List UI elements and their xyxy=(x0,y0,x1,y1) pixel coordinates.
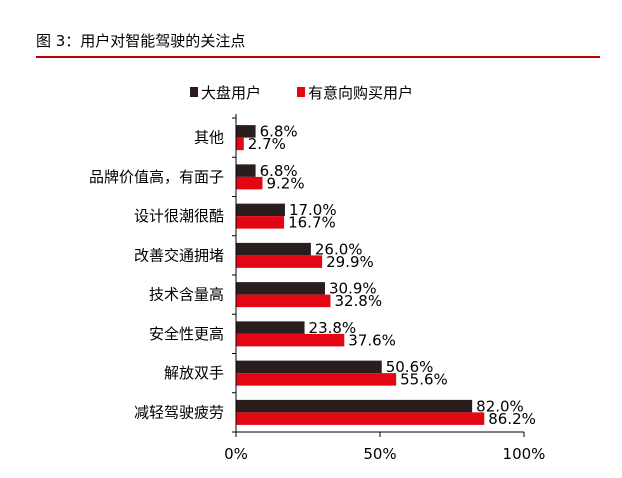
value-label-s2-7: 55.6% xyxy=(400,371,448,389)
value-label-s1-3: 17.0% xyxy=(289,201,337,219)
bar-s2-2 xyxy=(236,176,263,190)
bar-s2-5 xyxy=(236,294,331,308)
bar-s1-8 xyxy=(236,399,473,413)
legend: 大盘用户 有意向购买用户 xyxy=(190,84,413,102)
bar-s2-8 xyxy=(236,412,485,425)
x-tick-label-2: 50% xyxy=(363,445,396,463)
axes: 0% 50% 100% xyxy=(224,114,545,463)
bar-s1-6 xyxy=(236,321,305,334)
value-label-s1-8: 82.0% xyxy=(476,397,524,415)
value-labels: 6.8%2.7%6.8%9.2%17.0%16.7%26.0%29.9%30.9… xyxy=(248,123,536,428)
title-rule xyxy=(36,56,600,58)
bar-s1-3 xyxy=(236,203,285,217)
category-label-7: 解放双手 xyxy=(164,364,224,382)
bar-s2-4 xyxy=(236,255,323,268)
bar-s2-3 xyxy=(236,216,285,229)
bar-s2-6 xyxy=(236,333,345,347)
bar-s2-1 xyxy=(236,137,244,151)
value-label-s2-5: 32.8% xyxy=(334,292,382,310)
legend-swatch-1 xyxy=(190,87,198,97)
value-label-s1-4: 26.0% xyxy=(315,240,363,258)
bar-s1-2 xyxy=(236,164,256,177)
category-label-2: 品牌价值高，有面子 xyxy=(89,168,224,186)
bars-layer xyxy=(236,125,485,425)
value-label-s1-6: 23.8% xyxy=(309,319,357,337)
value-label-s1-2: 6.8% xyxy=(260,162,298,180)
value-label-s2-3: 16.7% xyxy=(288,214,336,232)
value-label-s2-8: 86.2% xyxy=(488,410,536,428)
legend-label-1: 大盘用户 xyxy=(201,84,261,102)
bar-s1-7 xyxy=(236,360,382,374)
category-label-3: 设计很潮很酷 xyxy=(134,207,224,225)
bar-s1-5 xyxy=(236,282,325,295)
category-label-1: 其他 xyxy=(194,129,224,147)
bar-s2-7 xyxy=(236,373,397,386)
value-label-s1-5: 30.9% xyxy=(329,280,377,298)
x-tick-label-1: 0% xyxy=(224,445,248,463)
bar-s1-4 xyxy=(236,242,311,256)
legend-swatch-2 xyxy=(297,87,305,97)
value-label-s2-2: 9.2% xyxy=(266,174,304,192)
value-label-s1-7: 50.6% xyxy=(386,358,434,376)
category-label-4: 改善交通拥堵 xyxy=(134,246,224,264)
value-label-s2-4: 29.9% xyxy=(326,253,374,271)
bar-s1-1 xyxy=(236,125,256,138)
category-label-5: 技术含量高 xyxy=(149,286,224,304)
category-label-6: 安全性更高 xyxy=(149,325,224,343)
legend-label-2: 有意向购买用户 xyxy=(308,84,413,102)
value-label-s1-1: 6.8% xyxy=(260,123,298,141)
category-label-8: 减轻驾驶疲劳 xyxy=(134,403,224,421)
value-label-s2-1: 2.7% xyxy=(248,135,286,153)
category-labels: 其他品牌价值高，有面子设计很潮很酷改善交通拥堵技术含量高安全性更高解放双手减轻驾… xyxy=(89,129,224,422)
x-tick-label-3: 100% xyxy=(503,445,546,463)
figure-title: 图 3：用户对智能驾驶的关注点 xyxy=(36,32,246,50)
value-label-s2-6: 37.6% xyxy=(348,331,396,349)
